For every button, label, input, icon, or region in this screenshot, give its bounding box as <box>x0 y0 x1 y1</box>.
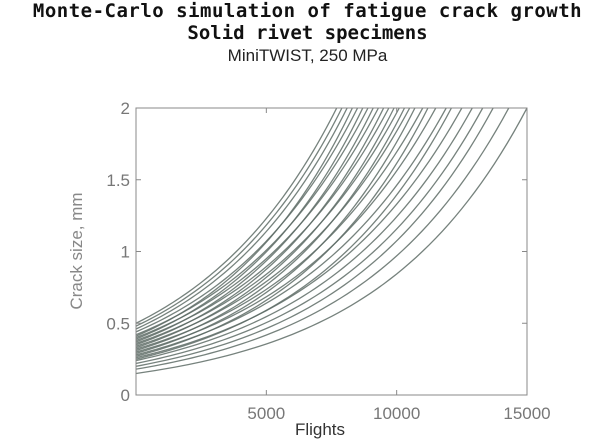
x-tick-label: 5000 <box>247 404 285 423</box>
y-axis: 0 0.5 1 1.5 2 <box>106 99 527 405</box>
series-line-24 <box>136 108 353 337</box>
chart-title: Monte-Carlo simulation of fatigue crack … <box>32 0 583 22</box>
series-line-25 <box>136 108 348 330</box>
series-line-12 <box>136 108 416 355</box>
series-line-4 <box>136 108 484 365</box>
series-line-27 <box>136 108 338 324</box>
series-group <box>136 108 527 375</box>
x-axis-label: Flights <box>295 420 345 439</box>
y-axis-label: Crack size, mm <box>67 192 86 309</box>
y-tick-label: 2 <box>121 99 130 118</box>
series-line-14 <box>136 108 406 352</box>
x-tick-label: 10000 <box>373 404 420 423</box>
y-tick-label: 1 <box>121 243 130 262</box>
x-axis: 5000 10000 15000 <box>247 108 551 423</box>
series-line-2 <box>136 108 510 370</box>
series-line-1 <box>136 108 527 375</box>
series-line-8 <box>136 108 447 356</box>
series-line-26 <box>136 108 343 327</box>
series-line-3 <box>136 108 494 367</box>
y-tick-label: 0 <box>121 386 130 405</box>
series-line-5 <box>136 108 473 362</box>
series-line-6 <box>136 108 463 359</box>
series-line-16 <box>136 108 395 349</box>
series-line-7 <box>136 108 452 360</box>
series-line-10 <box>136 108 429 357</box>
series-line-22 <box>136 108 364 340</box>
chart-subtitle: MiniTWIST, 250 MPa <box>227 46 388 65</box>
y-tick-label: 0.5 <box>106 314 130 333</box>
series-line-23 <box>136 108 359 333</box>
chart-title-line-2: Solid rivet specimens <box>187 22 428 44</box>
y-tick-label: 1.5 <box>106 171 130 190</box>
series-line-20 <box>136 108 374 343</box>
series-line-11 <box>136 108 424 350</box>
series-line-21 <box>136 108 369 336</box>
x-tick-label: 15000 <box>503 404 550 423</box>
series-line-18 <box>136 108 385 346</box>
